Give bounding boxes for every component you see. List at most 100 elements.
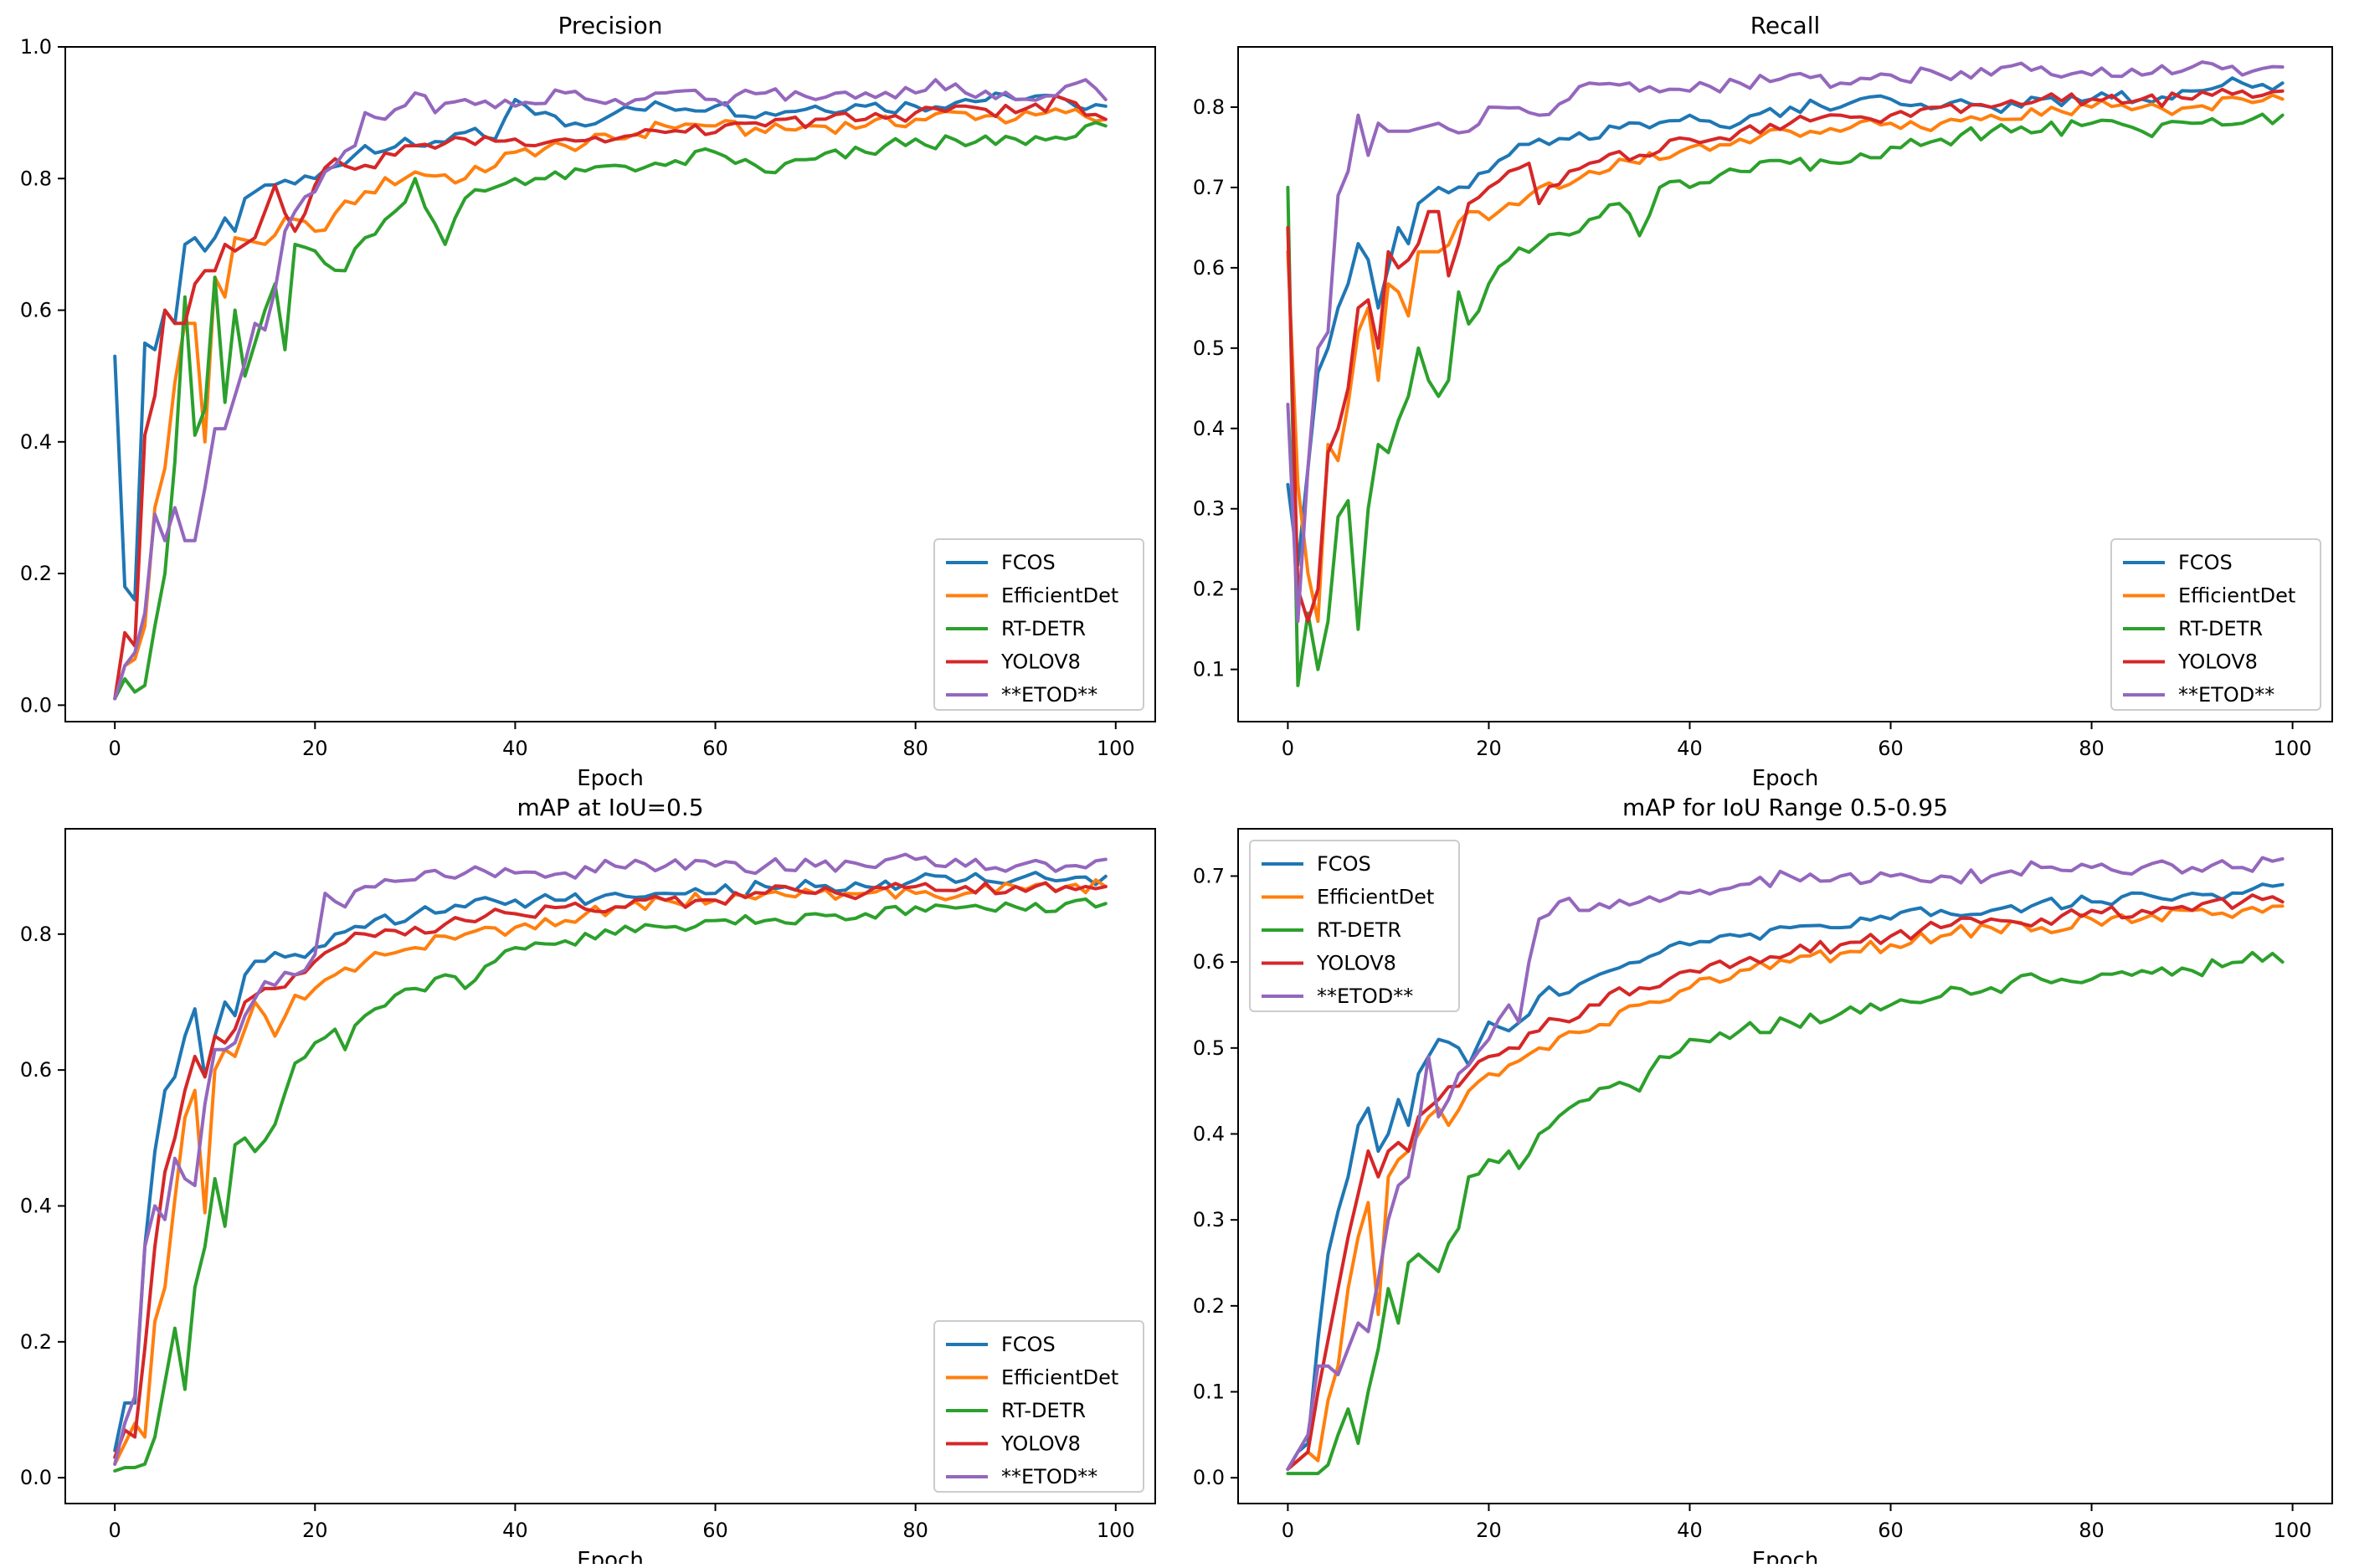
- axes-frame: [1237, 828, 2333, 1504]
- x-tick-label: 0: [109, 1519, 121, 1542]
- y-tick-label: 0.4: [1193, 1122, 1225, 1145]
- x-tick-label: 80: [2079, 737, 2105, 760]
- legend-label: FCOS: [1001, 1333, 1056, 1356]
- y-tick-label: 0.3: [1193, 497, 1225, 521]
- series-line-yolov8: [1286, 87, 2285, 624]
- x-tick-label: 20: [1476, 737, 1502, 760]
- y-tick-label: 0.2: [1193, 578, 1225, 601]
- series-line-etod: [1286, 856, 2285, 1471]
- y-tick-label: 0.8: [1193, 95, 1225, 119]
- y-tick-label: 0.7: [1193, 864, 1225, 887]
- series-line-fcos: [113, 871, 1108, 1452]
- series-line-efficientdet: [1286, 93, 2285, 624]
- legend-label: FCOS: [2178, 551, 2233, 574]
- chart-title: Recall: [1750, 12, 1821, 39]
- y-tick-label: 0.2: [20, 1330, 52, 1354]
- legend-label: RT-DETR: [2178, 617, 2263, 640]
- y-tick-label: 0.4: [20, 1194, 52, 1217]
- y-tick-label: 0.4: [1193, 417, 1225, 440]
- x-tick-label: 60: [1878, 1519, 1904, 1542]
- legend-label: EfficientDet: [1001, 584, 1118, 608]
- x-tick-label: 0: [109, 737, 121, 760]
- legend-label: **ETOD**: [1001, 683, 1097, 707]
- y-tick-label: 0.2: [1193, 1294, 1225, 1318]
- x-tick-label: 60: [702, 737, 728, 760]
- x-tick-label: 100: [1097, 737, 1135, 760]
- legend-label: FCOS: [1001, 551, 1056, 574]
- x-tick-label: 80: [902, 1519, 928, 1542]
- legend-label: **ETOD**: [1317, 984, 1413, 1008]
- legend: FCOS EfficientDet RT-DETR YOLOV8 **ETOD**: [933, 538, 1144, 711]
- series-line-rtdetr: [113, 897, 1108, 1473]
- y-tick-label: 0.1: [1193, 1380, 1225, 1404]
- series-line-etod: [113, 852, 1108, 1466]
- legend-label: RT-DETR: [1001, 1399, 1086, 1422]
- y-tick-label: 0.6: [20, 1058, 52, 1082]
- legend: FCOS EfficientDet RT-DETR YOLOV8 **ETOD**: [2110, 538, 2321, 711]
- x-tick-label: 40: [502, 737, 528, 760]
- x-tick-label: 20: [1476, 1519, 1502, 1542]
- y-tick-label: 0.6: [1193, 950, 1225, 974]
- legend-box: [1249, 840, 1460, 1012]
- legend-label: **ETOD**: [2178, 683, 2274, 707]
- y-tick-label: 0.0: [20, 1466, 52, 1489]
- x-tick-label: 40: [1677, 737, 1703, 760]
- y-tick-label: 0.0: [1193, 1466, 1225, 1489]
- x-tick-label: 20: [302, 737, 328, 760]
- series-line-fcos: [1286, 882, 2285, 1471]
- chart-3: mAP at IoU=0.5 0 20 40 60 80 100 0.0 0.2 0.4 0.6 0.…: [20, 794, 1156, 1568]
- x-tick-label: 100: [1097, 1519, 1135, 1542]
- legend-label: EfficientDet: [2178, 584, 2295, 608]
- legend-box: [2110, 538, 2321, 711]
- x-tick-label: 100: [2274, 1519, 2312, 1542]
- chart-title: mAP at IoU=0.5: [517, 794, 703, 821]
- chart-2: Recall 0 20 40 60 80 100 0.1 0.2 0.3 0.4 0.5 0.6 0.7 0…: [1193, 12, 2333, 791]
- y-tick-label: 1.0: [20, 35, 52, 59]
- x-tick-label: 0: [1282, 1519, 1294, 1542]
- series-line-etod: [1286, 60, 2285, 624]
- y-tick-label: 0.0: [20, 693, 52, 717]
- legend-label: YOLOV8: [1316, 952, 1396, 975]
- legend: FCOS EfficientDet RT-DETR YOLOV8 **ETOD**: [933, 1320, 1144, 1493]
- x-axis-label: Epoch: [1752, 1548, 1819, 1564]
- series-line-rtdetr: [1286, 950, 2285, 1476]
- legend-label: FCOS: [1317, 852, 1371, 876]
- legend-box: [933, 538, 1144, 711]
- legend-label: YOLOV8: [2177, 650, 2258, 674]
- x-tick-label: 80: [2079, 1519, 2105, 1542]
- legend-label: RT-DETR: [1001, 617, 1086, 640]
- legend-label: EfficientDet: [1317, 886, 1434, 909]
- y-tick-label: 0.3: [1193, 1208, 1225, 1231]
- legend-label: YOLOV8: [1000, 1432, 1081, 1456]
- series-line-efficientdet: [113, 878, 1108, 1466]
- x-tick-label: 60: [702, 1519, 728, 1542]
- legend-label: YOLOV8: [1000, 650, 1081, 674]
- axes-frame: [64, 46, 1156, 722]
- y-tick-label: 0.6: [1193, 256, 1225, 280]
- y-tick-label: 0.6: [20, 299, 52, 322]
- x-tick-label: 40: [1677, 1519, 1703, 1542]
- x-tick-label: 60: [1878, 737, 1904, 760]
- series-line-rtdetr: [1286, 112, 2285, 687]
- x-tick-label: 0: [1282, 737, 1294, 760]
- series-line-fcos: [113, 91, 1108, 602]
- chart-4: mAP for IoU Range 0.5-0.95 0 20 40 60 80 100 0.…: [1193, 794, 2333, 1568]
- series-line-rtdetr: [113, 121, 1108, 701]
- x-axis-label: Epoch: [577, 766, 644, 791]
- y-tick-label: 0.5: [1193, 1036, 1225, 1060]
- legend: FCOS EfficientDet RT-DETR YOLOV8 **ETOD**: [1249, 840, 1460, 1012]
- x-tick-label: 40: [502, 1519, 528, 1542]
- axes-frame: [1237, 46, 2333, 722]
- chart-title: mAP for IoU Range 0.5-0.95: [1622, 794, 1948, 821]
- x-tick-label: 20: [302, 1519, 328, 1542]
- chart-title: Precision: [558, 12, 663, 39]
- y-tick-label: 0.2: [20, 562, 52, 585]
- legend-label: RT-DETR: [1317, 918, 1401, 942]
- x-axis-label: Epoch: [1752, 766, 1819, 791]
- series-line-fcos: [1286, 76, 2285, 567]
- series-line-yolov8: [113, 881, 1108, 1459]
- x-tick-label: 100: [2274, 737, 2312, 760]
- series-line-efficientdet: [113, 107, 1108, 701]
